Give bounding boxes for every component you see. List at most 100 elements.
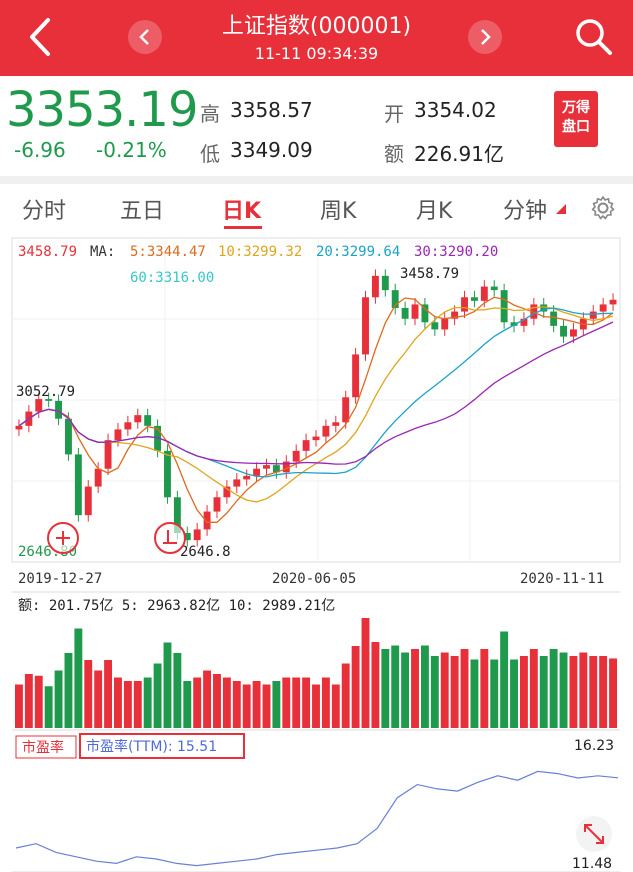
- volume-bar: [539, 656, 548, 728]
- volume-bar: [321, 677, 330, 728]
- volume-bar: [599, 656, 608, 728]
- candle-body: [203, 511, 211, 530]
- candle-body: [540, 304, 548, 312]
- candle-body: [94, 468, 102, 487]
- volume-bar: [163, 642, 172, 728]
- quote-time: 11-11 09:34:39: [254, 44, 379, 63]
- low-value: 3349.09: [230, 138, 313, 162]
- volume-bar: [341, 663, 350, 728]
- prev-icon: [139, 29, 149, 45]
- high-value: 3358.57: [230, 98, 313, 122]
- candle-body: [243, 475, 251, 480]
- volume-bar: [203, 670, 212, 728]
- settings-gear-icon[interactable]: [590, 195, 616, 221]
- candle-body: [560, 325, 567, 337]
- volume-bar: [123, 681, 132, 728]
- wind-orderbook-button[interactable]: 万得 盘口: [554, 91, 598, 147]
- next-stock-button[interactable]: [468, 20, 502, 54]
- candle-body: [272, 465, 280, 473]
- candle-body: [381, 275, 389, 291]
- volume-bar: [361, 618, 370, 728]
- tab-monthly-k[interactable]: 月K: [416, 199, 453, 224]
- pe-max-label: 16.23: [574, 738, 614, 754]
- page-title: 上证指数(000001): [221, 14, 412, 39]
- volume-bar: [331, 684, 340, 728]
- volume-bar: [500, 631, 509, 728]
- volume-bar: [262, 684, 271, 728]
- period-tabs: 分时 五日 日K 周K 月K 分钟: [0, 184, 633, 232]
- candle-body: [84, 486, 92, 516]
- candle-body: [550, 311, 558, 326]
- candle-body: [500, 290, 508, 323]
- candle-body: [213, 497, 221, 512]
- ma-lines: [18, 296, 614, 523]
- candle-body: [322, 425, 330, 437]
- tab-5day[interactable]: 五日: [120, 199, 165, 224]
- tab-daily-k[interactable]: 日K: [222, 199, 262, 224]
- ma30-label: 30:3290.20: [414, 244, 498, 260]
- low-label: 低: [200, 142, 220, 166]
- pe-value-highlight: [79, 733, 245, 759]
- volume-bar: [94, 670, 103, 728]
- tab-minute[interactable]: 分钟: [503, 199, 548, 224]
- buy-marker-icon[interactable]: [47, 522, 79, 554]
- volume-bar: [519, 656, 528, 728]
- volume-bar: [371, 642, 380, 728]
- volume-bar: [420, 645, 429, 728]
- date-start: 2019-12-27: [18, 571, 102, 587]
- pe-value-label: 市盈率(TTM): 15.51: [86, 738, 217, 755]
- volume-bar: [609, 658, 617, 728]
- search-icon[interactable]: [573, 16, 615, 58]
- volume-bar: [193, 677, 202, 728]
- candle-body: [193, 529, 201, 541]
- ma-title: MA:: [90, 244, 115, 260]
- volume-bar: [114, 677, 122, 728]
- kline-chart[interactable]: 3458.79 MA: 5:3344.47 10:3299.32 20:3299…: [0, 232, 633, 872]
- volume-bar: [351, 646, 360, 728]
- candle-body: [461, 297, 468, 312]
- candle-body: [589, 311, 597, 319]
- volume-bar: [272, 681, 281, 728]
- candle-body: [154, 425, 162, 451]
- candle-body: [520, 318, 528, 326]
- volume-bar: [430, 656, 439, 728]
- divider: [0, 176, 633, 184]
- next-icon: [481, 29, 491, 45]
- volume-bar: [302, 677, 311, 728]
- expand-icon[interactable]: [576, 816, 612, 852]
- tab-weekly-k[interactable]: 周K: [320, 199, 357, 224]
- volume-bar: [401, 652, 410, 728]
- volume-bar: [450, 656, 459, 728]
- volume-bar: [440, 652, 449, 728]
- tab-intraday[interactable]: 分时: [22, 199, 67, 224]
- prev-stock-button[interactable]: [128, 20, 162, 54]
- ma5-label: 5:3344.47: [130, 244, 206, 260]
- candle-body: [431, 322, 439, 330]
- date-end: 2020-11-11: [520, 571, 604, 587]
- price-change-pct: -0.21%: [96, 138, 167, 162]
- pe-tab-button[interactable]: 市盈率: [15, 735, 77, 759]
- back-icon[interactable]: [20, 14, 60, 60]
- candle-body: [470, 297, 478, 301]
- volume-bar: [589, 656, 598, 728]
- candle-body: [302, 440, 310, 451]
- candle-body: [441, 318, 449, 330]
- ma30-line: [18, 321, 614, 465]
- volume-bar: [529, 649, 538, 728]
- candle-body: [292, 450, 300, 462]
- left-annotation: 3052.79: [16, 384, 75, 400]
- bottom-marker-icon[interactable]: [154, 522, 186, 554]
- volume-bar: [104, 660, 113, 728]
- candle-body: [223, 486, 231, 498]
- candle-body: [134, 415, 142, 423]
- pe-tab-label: 市盈率: [22, 739, 64, 756]
- badge-line1: 万得: [562, 100, 590, 116]
- candle-body: [55, 400, 63, 419]
- candlesticks: [15, 269, 617, 547]
- candle-body: [342, 397, 350, 423]
- volume-bar: [74, 628, 83, 728]
- price-high-axis-label: 3458.79: [18, 244, 77, 260]
- ma10-line: [18, 306, 614, 503]
- volume-bar: [232, 681, 241, 728]
- volume-bar: [143, 677, 152, 728]
